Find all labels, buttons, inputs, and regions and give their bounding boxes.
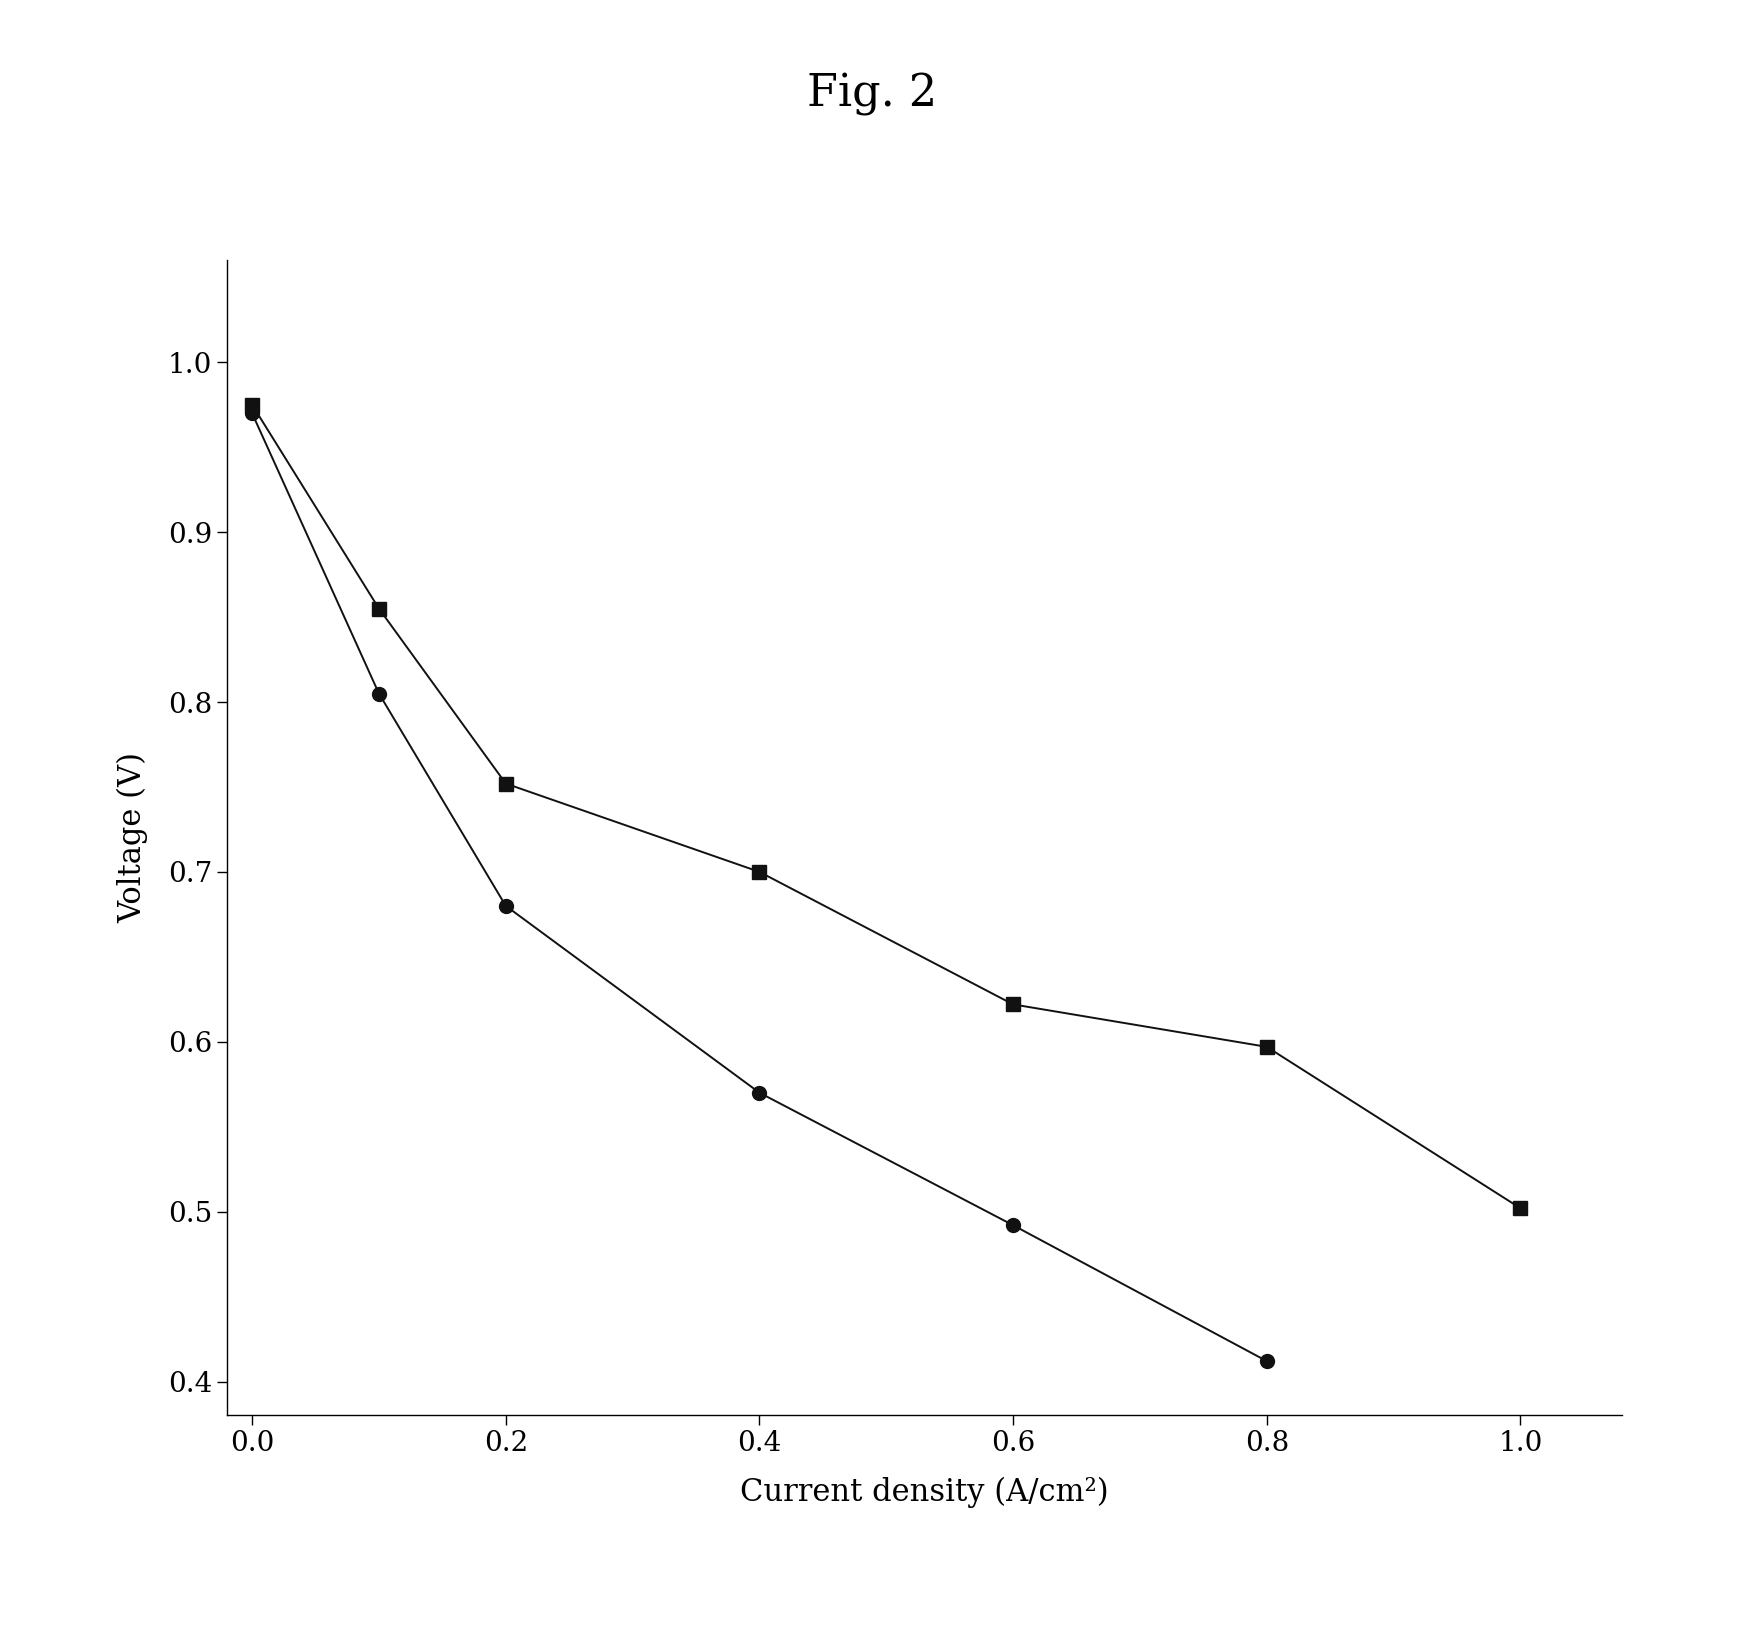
Y-axis label: Voltage (V): Voltage (V) [117,752,148,924]
Text: Fig. 2: Fig. 2 [807,73,937,117]
X-axis label: Current density (A/cm²): Current density (A/cm²) [739,1477,1109,1508]
